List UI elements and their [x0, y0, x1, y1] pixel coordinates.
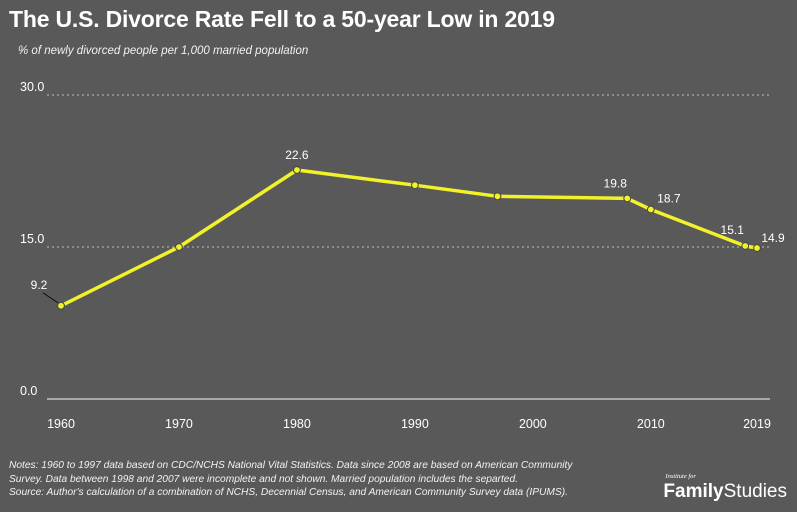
logo-studies-text: Studies [723, 481, 787, 502]
x-tick-label: 2000 [519, 417, 547, 431]
x-tick-label: 1960 [47, 417, 75, 431]
data-label: 18.7 [657, 192, 681, 206]
data-point [175, 243, 183, 251]
data-label: 15.1 [721, 223, 745, 237]
data-label: 19.8 [604, 176, 628, 190]
x-tick-label: 1970 [165, 417, 193, 431]
y-tick-label: 30.0 [20, 80, 44, 94]
data-point [753, 244, 761, 252]
data-point [57, 301, 65, 310]
logo-small-text: Institute for [665, 473, 696, 480]
logo-family-text: Family [663, 481, 724, 502]
data-point [293, 166, 301, 174]
line-chart: 0.0 15.0 30.0 1960 1970 1980 1990 2000 2010 2019 9… [20, 80, 785, 431]
chart-title: The U.S. Divorce Rate Fell to a 50-year … [9, 6, 555, 32]
x-tick-label: 1980 [283, 417, 311, 431]
label-leader-line [42, 292, 59, 304]
x-tick-label: 2010 [637, 417, 665, 431]
data-point [623, 194, 632, 203]
data-label: 9.2 [31, 278, 48, 292]
y-tick-label: 15.0 [20, 232, 44, 246]
data-label: 22.6 [285, 148, 309, 162]
data-label: 14.9 [761, 231, 785, 245]
notes-line-3: Source: Author's calculation of a combin… [9, 487, 568, 498]
y-tick-label: 0.0 [20, 384, 37, 398]
series-line [59, 168, 759, 308]
notes-line-1: Notes: 1960 to 1997 data based on CDC/NC… [9, 460, 573, 471]
chart-notes: Notes: 1960 to 1997 data based on CDC/NC… [9, 459, 649, 500]
data-point [646, 205, 655, 214]
logo-main-text: FamilyStudies [663, 481, 787, 503]
notes-line-2: Survey. Data between 1998 and 2007 were … [9, 473, 518, 485]
chart-subtitle: % of newly divorced people per 1,000 mar… [18, 45, 309, 57]
x-tick-label: 2019 [743, 417, 771, 431]
data-point [493, 192, 502, 201]
data-point [741, 242, 750, 250]
institute-for-family-studies-logo: Institute for FamilyStudies [663, 473, 787, 503]
data-point [410, 181, 419, 190]
x-tick-label: 1990 [401, 417, 429, 431]
